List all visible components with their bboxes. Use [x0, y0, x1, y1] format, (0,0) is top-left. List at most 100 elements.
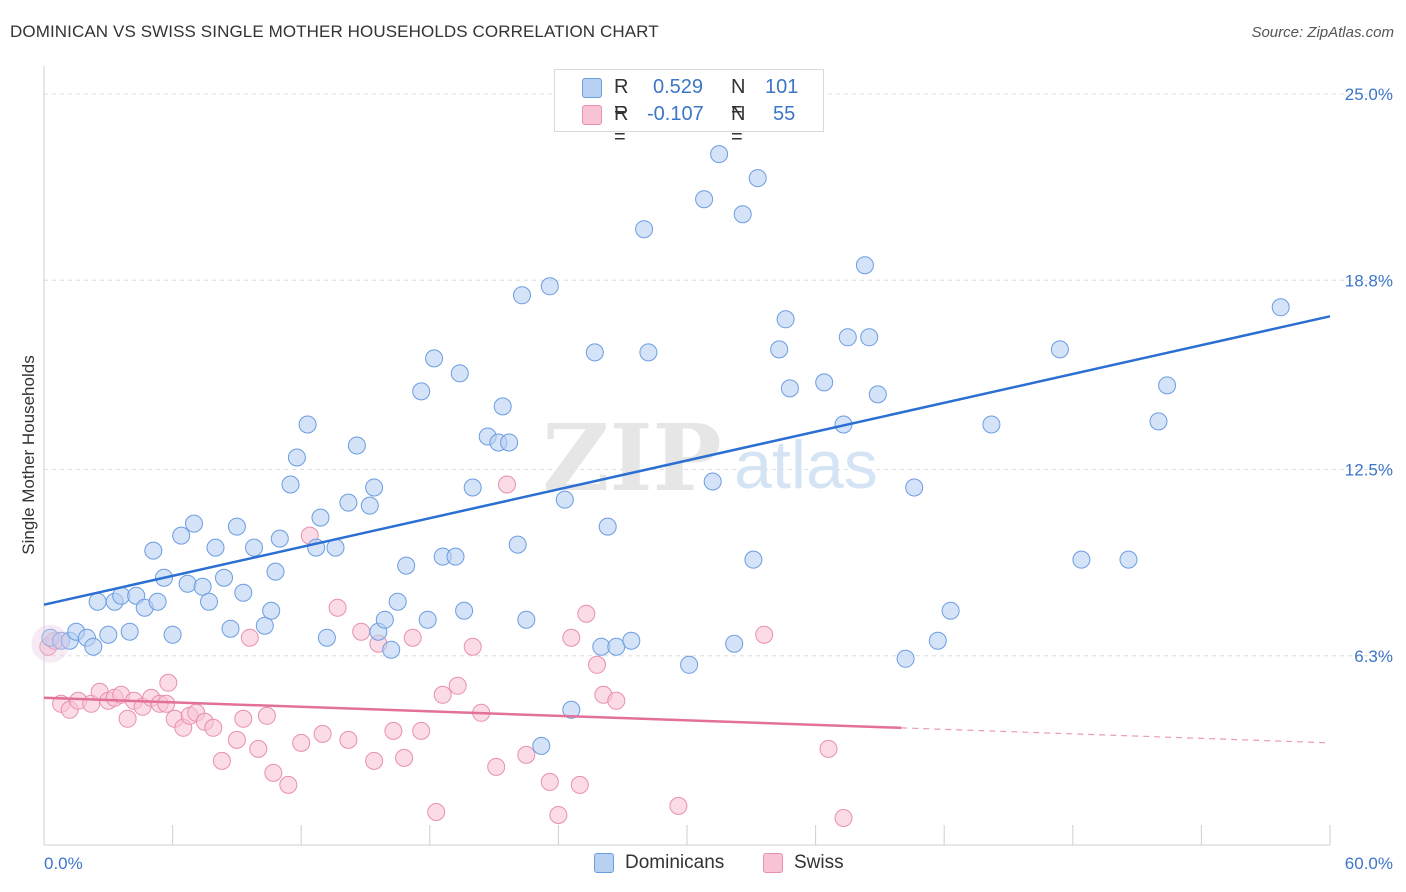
data-points	[31, 145, 1290, 827]
dominicans-point	[513, 286, 531, 305]
dominicans-point	[317, 628, 336, 647]
axes	[43, 66, 1331, 846]
watermark: ZIP atlas	[542, 404, 878, 512]
dominicans-point	[99, 625, 118, 644]
swiss-point	[257, 706, 276, 725]
dominicans-point	[748, 169, 767, 188]
swiss-point	[549, 806, 568, 824]
swiss-point	[328, 598, 347, 617]
y-axis-label: Single Mother Households	[19, 355, 38, 555]
swiss-point	[313, 724, 332, 743]
dominicans-point	[397, 556, 416, 575]
swiss-point	[448, 676, 467, 695]
legend-n-value: 55	[773, 103, 796, 125]
bottom-legend-swatch-swiss	[763, 853, 783, 873]
dominicans-point	[245, 538, 263, 557]
dominicans-point	[532, 736, 551, 755]
dominicans-point	[84, 637, 103, 656]
bottom-legend-label: Swiss	[794, 852, 844, 873]
dominicans-point	[982, 415, 1001, 434]
dominicans-point	[234, 583, 253, 602]
dominicans-point	[695, 190, 714, 209]
x-tick-label-max: 60.0%	[1345, 854, 1393, 873]
dominicans-point	[270, 529, 289, 548]
dominicans-point	[703, 472, 722, 491]
dominicans-point	[607, 637, 626, 656]
dominicans-point	[855, 256, 874, 275]
dominicans-point	[148, 592, 167, 611]
dominicans-point	[710, 145, 729, 164]
swiss-point	[352, 622, 371, 641]
dominicans-point	[860, 328, 879, 347]
swiss-point	[427, 803, 446, 821]
dominicans-point	[517, 610, 536, 629]
dominicans-point	[450, 364, 469, 383]
dominicans-point	[200, 592, 218, 611]
legend-swatch-dominicans	[582, 78, 602, 98]
tick-labels: 6.3% 12.5% 18.8% 25.0% 0.0% 60.0%	[44, 85, 1393, 873]
swiss-point	[607, 691, 626, 710]
y-tick-label: 12.5%	[1345, 461, 1393, 480]
dominicans-point	[868, 385, 887, 404]
swiss-point	[755, 625, 774, 644]
legend-r-value: 0.529	[653, 76, 704, 98]
dominicans-point	[418, 610, 437, 629]
dominicans-point	[255, 616, 274, 635]
swiss-point	[669, 796, 688, 815]
swiss-point	[540, 772, 559, 791]
bottom-legend-swatch-dominicans	[594, 853, 614, 873]
dominicans-point	[227, 517, 246, 536]
legend-r-label: R =	[614, 76, 629, 121]
swiss-point	[212, 751, 231, 770]
dominicans-point	[776, 310, 795, 329]
dominicans-point	[88, 592, 107, 611]
dominicans-point	[375, 610, 394, 629]
dominicans-point	[365, 478, 384, 497]
dominicans-point	[144, 541, 163, 560]
dominicans-point	[262, 601, 281, 620]
dominicans-point	[1149, 412, 1168, 431]
dominicans-point	[120, 622, 139, 641]
swiss-point	[264, 763, 283, 782]
grid	[44, 93, 1394, 657]
swiss-point	[339, 730, 358, 749]
dominicans-point	[388, 592, 407, 611]
swiss-point	[395, 748, 414, 767]
dominicans-point	[287, 448, 306, 467]
dominicans-point	[941, 601, 960, 620]
dominicans-point	[172, 526, 191, 545]
dominicans-point	[838, 328, 857, 347]
cluster-point	[31, 624, 70, 663]
dominicans-point	[412, 382, 431, 401]
dominicans-point	[598, 517, 617, 536]
y-tick-label: 6.3%	[1354, 647, 1393, 666]
swiss-point	[517, 745, 536, 764]
swiss-point	[577, 604, 596, 623]
dominicans-point	[540, 277, 559, 296]
y-tick-label: 18.8%	[1345, 271, 1393, 290]
swiss-trend-line	[43, 696, 902, 730]
dominicans-point	[185, 514, 203, 533]
dominicans-point	[725, 634, 744, 653]
dominicans-point	[680, 655, 699, 674]
dominicans-point	[896, 649, 915, 668]
dominicans-point	[500, 433, 519, 452]
swiss-point	[365, 751, 384, 770]
dominicans-point	[163, 625, 182, 644]
dominicans-point	[266, 562, 285, 581]
swiss-point	[118, 709, 137, 728]
legend-r-value: -0.107	[647, 103, 704, 125]
dominicans-point	[347, 436, 366, 455]
dominicans-point	[1119, 550, 1138, 569]
swiss-point	[240, 628, 259, 647]
swiss-point	[588, 655, 606, 674]
swiss-point	[562, 628, 581, 647]
swiss-point	[412, 721, 431, 740]
dominicans-trend-line	[43, 315, 1331, 606]
y-tick-label: 25.0%	[1345, 85, 1393, 104]
dominicans-point	[585, 343, 604, 362]
trend-lines	[43, 315, 1331, 744]
legend-n-value: 101	[765, 76, 799, 98]
dominicans-point	[1050, 340, 1069, 359]
